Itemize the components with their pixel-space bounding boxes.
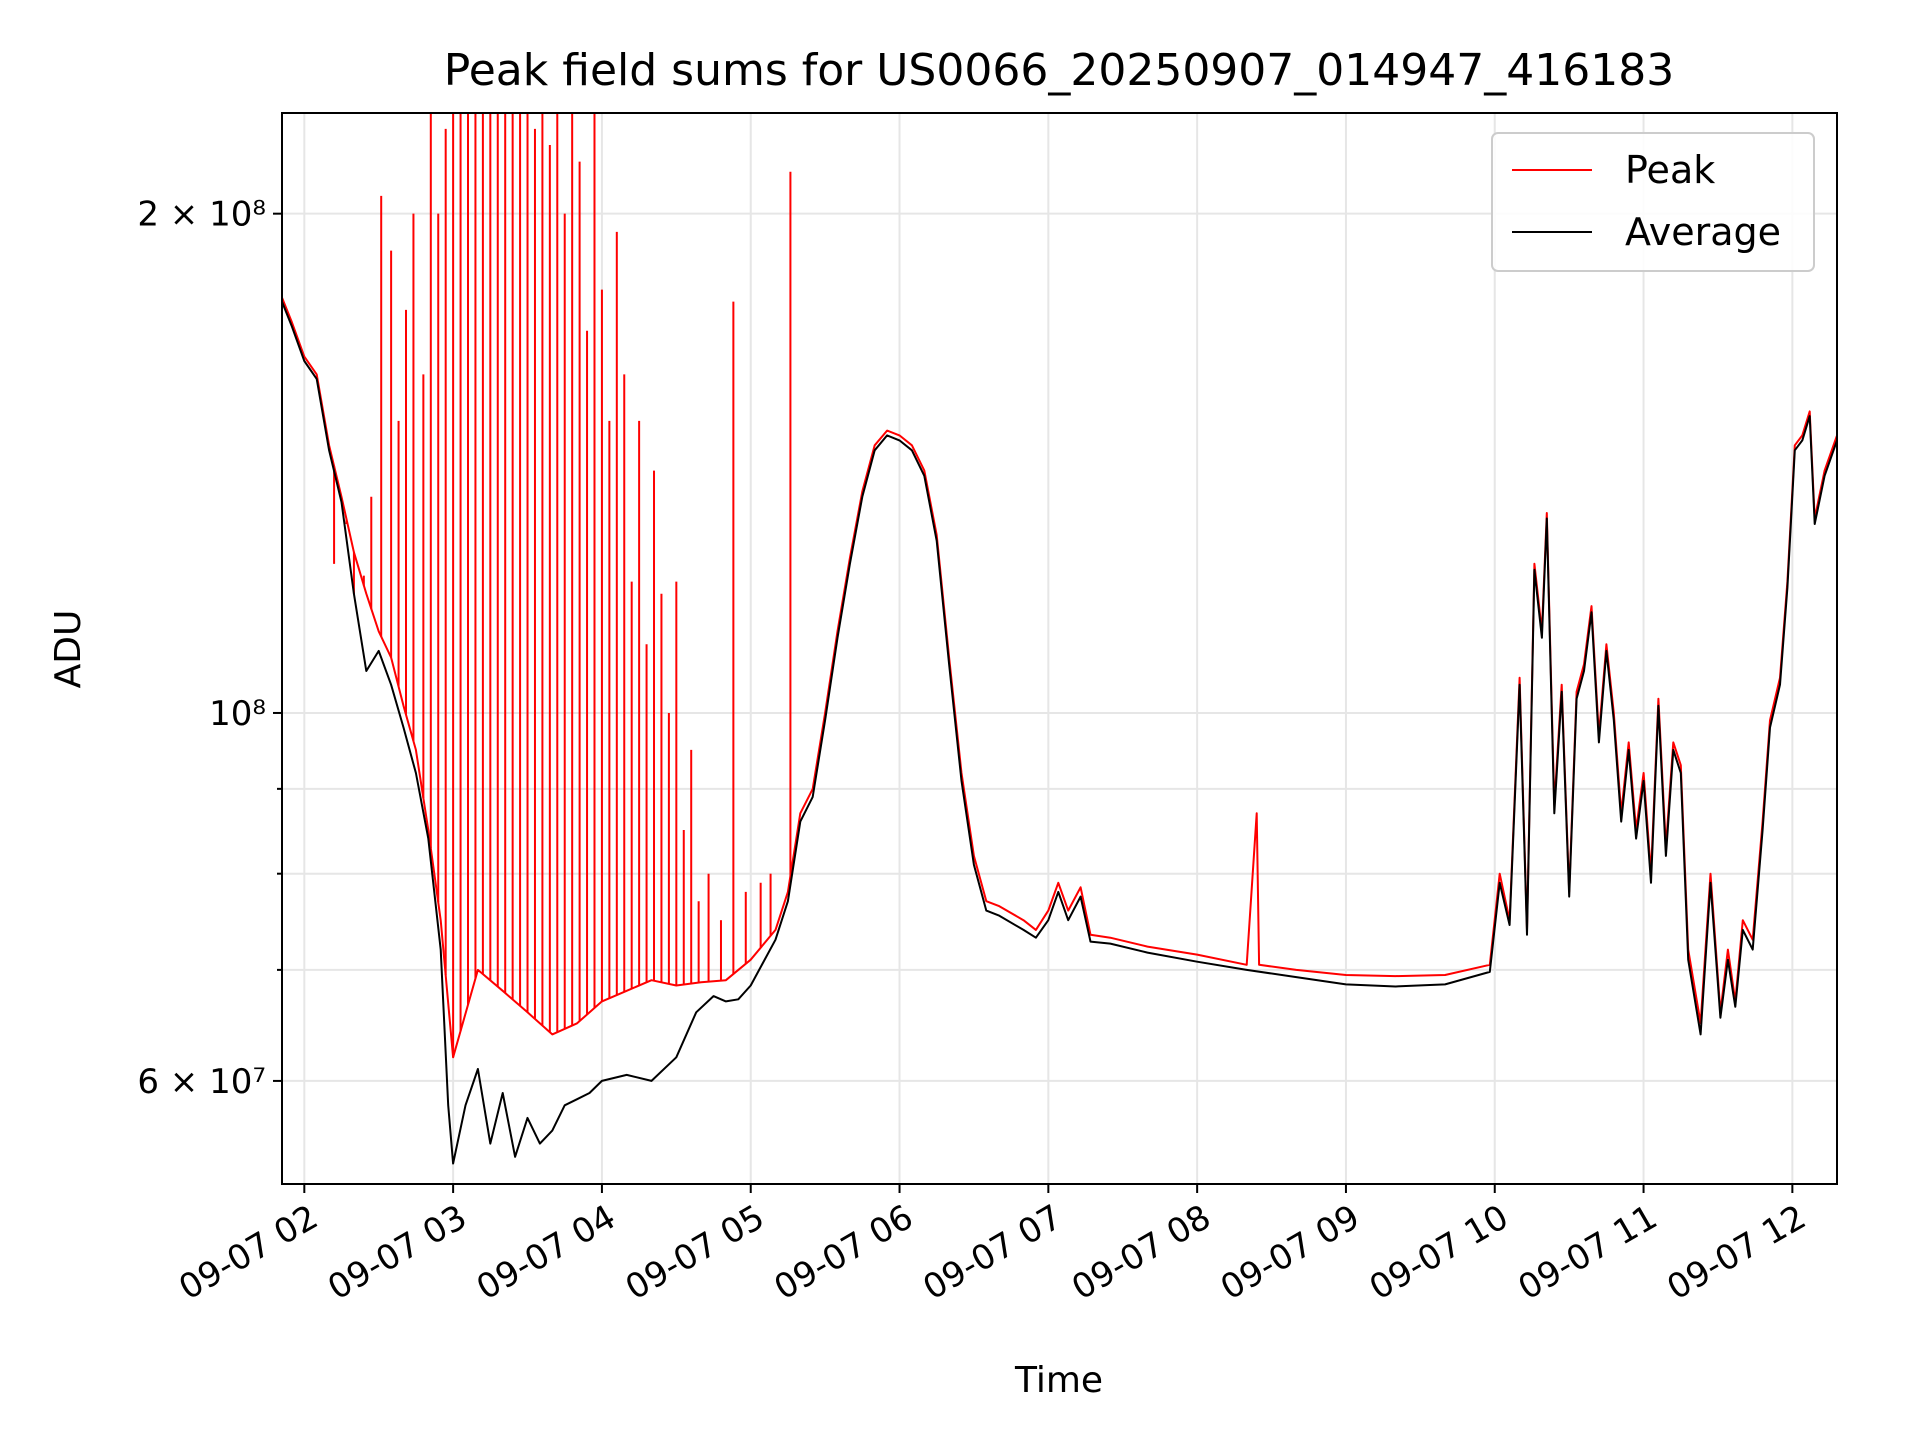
series-average (281, 301, 1838, 1165)
y-axis-label: ADU (48, 610, 89, 689)
y-tick-label: 6 × 10⁷ (137, 1062, 266, 1102)
chart-title: Peak field sums for US0066_20250907_0149… (444, 45, 1674, 96)
average-line (281, 301, 1838, 1165)
x-axis-label: Time (1014, 1360, 1103, 1401)
legend-label-average: Average (1625, 210, 1781, 254)
legend: Peak Average (1491, 132, 1815, 272)
y-tick-label: 10⁸ (209, 694, 266, 734)
legend-box (1491, 132, 1815, 272)
plot-frame (281, 112, 1838, 1185)
series-peak (281, 113, 1838, 1059)
legend-label-peak: Peak (1625, 148, 1715, 192)
y-axis: 2 × 10⁸ 10⁸ 6 × 10⁷ (137, 195, 282, 1102)
y-tick-label: 2 × 10⁸ (137, 195, 266, 235)
